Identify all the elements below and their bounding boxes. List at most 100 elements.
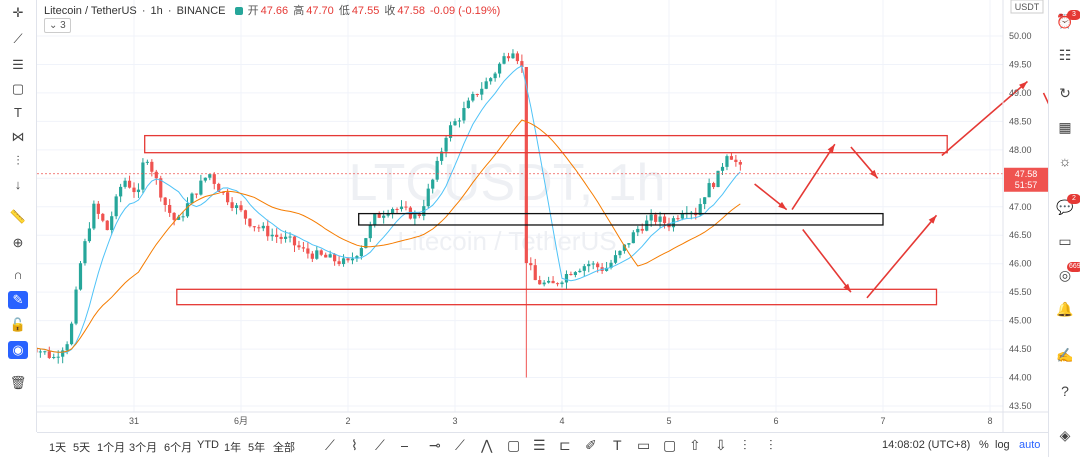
lightbulb-icon[interactable]: ☼: [1058, 153, 1072, 169]
candle: [315, 245, 319, 260]
change-value: -0.09 (-0.19%): [430, 5, 501, 17]
crosshair-icon[interactable]: ✛: [12, 5, 24, 20]
lock-icon[interactable]: 🔓: [9, 317, 27, 332]
pen-hand-icon[interactable]: ✍: [1056, 347, 1074, 363]
range-all[interactable]: 全部: [273, 442, 295, 454]
ma-fast-line: [37, 65, 741, 353]
projection-arrow: [754, 183, 788, 211]
draw-tool-measure-icon[interactable]: ⫶: [743, 437, 747, 453]
draw-mode-icon[interactable]: ✎: [8, 291, 28, 309]
candle: [239, 200, 243, 213]
candle: [243, 209, 248, 225]
bell-icon[interactable]: 🔔: [1056, 301, 1074, 317]
candle: [547, 276, 551, 284]
arrow-up-icon[interactable]: ⇧: [689, 437, 701, 453]
percent-toggle[interactable]: %: [979, 439, 989, 451]
candle: [350, 252, 355, 265]
layers-icon[interactable]: ◈: [1059, 427, 1071, 443]
draw-tool-text-icon[interactable]: T: [613, 437, 622, 453]
currency-label: USDT: [1015, 2, 1040, 12]
range-1y[interactable]: 1年: [224, 442, 242, 454]
candle: [150, 159, 154, 177]
draw-tool-forecast-icon[interactable]: ⫶: [769, 437, 773, 453]
draw-tool-ray-icon[interactable]: ⟋: [375, 437, 385, 453]
projection-arrow: [802, 229, 852, 293]
range-3m[interactable]: 3个月: [129, 442, 158, 454]
watchlist-icon[interactable]: ☷: [1058, 47, 1072, 63]
candle: [711, 181, 716, 190]
y-tick-label: 48.50: [1009, 116, 1032, 126]
clock[interactable]: 14:08:02 (UTC+8): [882, 439, 971, 451]
draw-tool-parallel-icon[interactable]: ⊏: [559, 437, 571, 453]
arrow-down-tool-icon[interactable]: ⇩: [715, 437, 727, 453]
x-tick-label: 2: [345, 416, 350, 426]
rectangle-icon[interactable]: ▢: [11, 81, 25, 96]
text-icon[interactable]: T: [14, 105, 22, 120]
draw-tool-hline-icon[interactable]: ⎯: [401, 437, 408, 453]
chart-canvas[interactable]: LTCUSDT, 1h Litecoin / TetherUS 50.00 49.…: [37, 0, 1048, 432]
zoom-in-icon[interactable]: ⊕: [12, 235, 24, 250]
candle: [551, 276, 555, 284]
reload-icon[interactable]: ↻: [1059, 85, 1071, 101]
high-value: 47.70: [306, 5, 334, 17]
pattern-icon[interactable]: ⋈: [11, 129, 25, 144]
candle: [230, 197, 234, 212]
right-toolbar: ⏰ 3 ☷ ↻ ▦ ☼ 💬 2 ▭ ◎ 669 🔔 ✍ ? ◈: [1048, 0, 1080, 457]
log-toggle[interactable]: log: [995, 439, 1010, 451]
draw-tool-pitchfork-icon[interactable]: ⟋: [325, 437, 335, 453]
range-1m[interactable]: 1个月: [97, 442, 126, 454]
candle: [475, 93, 479, 98]
range-ytd[interactable]: YTD: [197, 439, 219, 451]
eye-hide-icon[interactable]: ◉: [8, 341, 28, 359]
trend-line-icon[interactable]: ⟋: [13, 31, 23, 46]
prediction-icon[interactable]: ⫶: [16, 153, 20, 168]
message-icon[interactable]: ▭: [1058, 233, 1072, 249]
interval[interactable]: 1h: [150, 5, 163, 17]
watermark-line1: LTCUSDT, 1h: [349, 154, 666, 212]
candle: [484, 77, 488, 90]
candle: [270, 228, 274, 241]
candle: [720, 163, 725, 176]
candle: [257, 224, 261, 232]
x-tick-label: 31: [129, 416, 139, 426]
auto-toggle[interactable]: auto: [1019, 439, 1041, 451]
range-6m[interactable]: 6个月: [164, 442, 193, 454]
draw-tool-path-icon[interactable]: ⋀: [481, 437, 493, 453]
candle: [261, 222, 265, 232]
range-5y[interactable]: 5年: [248, 442, 266, 454]
candle: [377, 211, 381, 219]
ruler-icon[interactable]: 📏: [9, 209, 27, 224]
draw-tool-extended-icon[interactable]: ⊸: [429, 437, 441, 453]
candle: [515, 51, 520, 65]
candle: [604, 261, 609, 272]
draw-tool-fib-icon[interactable]: ☰: [533, 437, 546, 453]
arrow-down-icon[interactable]: ↓: [14, 177, 22, 192]
draw-tool-rect-icon[interactable]: ▢: [507, 437, 521, 453]
candle: [435, 156, 439, 182]
range-1d[interactable]: 1天: [49, 442, 67, 454]
calendar-icon[interactable]: ▦: [1058, 119, 1072, 135]
candle: [609, 259, 613, 270]
trash-icon[interactable]: 🗑: [9, 375, 27, 390]
draw-tool-note-icon[interactable]: ▢: [663, 437, 677, 453]
candle: [301, 241, 306, 252]
open-value: 47.66: [260, 5, 289, 17]
candle: [645, 215, 649, 232]
indicators-toggle[interactable]: ⌄ 3: [44, 18, 71, 33]
candle: [319, 249, 323, 257]
symbol-name[interactable]: Litecoin / TetherUS: [44, 5, 137, 17]
candle: [462, 101, 466, 124]
candle: [542, 280, 546, 287]
help-icon[interactable]: ?: [1061, 383, 1069, 399]
magnet-icon[interactable]: ∩: [13, 267, 23, 282]
ma-slow-line: [37, 119, 741, 353]
draw-tool-line-icon[interactable]: ⌇: [351, 437, 358, 453]
x-tick-label: 5: [666, 416, 671, 426]
draw-tool-trend-icon[interactable]: ⟋: [455, 437, 465, 453]
draw-tool-brush-icon[interactable]: ✐: [585, 437, 597, 453]
x-tick-label: 4: [559, 416, 564, 426]
range-5d[interactable]: 5天: [73, 442, 91, 454]
candle: [61, 347, 65, 364]
draw-tool-callout-icon[interactable]: ▭: [637, 437, 651, 453]
horizontal-lines-icon[interactable]: ☰: [12, 57, 24, 72]
